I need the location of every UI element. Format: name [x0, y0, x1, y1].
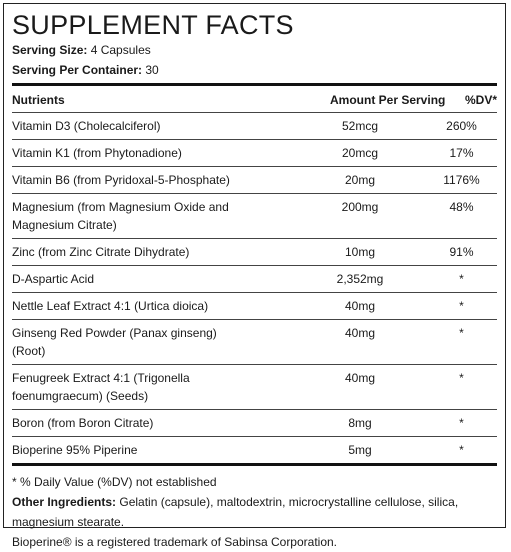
nutrient-cell: Bioperine 95% Piperine: [12, 441, 304, 459]
header-row: Nutrients Amount Per Serving %DV*: [12, 86, 497, 112]
nutrient-name: Vitamin D3 (Cholecalciferol): [12, 119, 161, 133]
header-cell: %DV*: [464, 93, 497, 107]
nutrient-name: Zinc (from Zinc Citrate Dihydrate): [12, 245, 190, 259]
daily-value: *: [459, 326, 464, 340]
nutrient-name: Magnesium (from Magnesium Oxide and Magn…: [12, 200, 229, 232]
daily-value: *: [459, 299, 464, 313]
nutrient-name: Nettle Leaf Extract 4:1 (Urtica dioica): [12, 299, 209, 313]
nutrient-row: Bioperine 95% Piperine 5mg *: [12, 436, 497, 463]
daily-value: *: [459, 443, 464, 457]
nutrient-row: Vitamin B6 (from Pyridoxal-5-Phosphate) 2…: [12, 166, 497, 193]
nutrient-table: Nutrients Amount Per Serving %DV* Vitami…: [12, 83, 497, 466]
amount: 200mg: [341, 200, 379, 214]
trademark: Bioperine® is a registered trademark of …: [12, 535, 338, 549]
daily-value: 1176%: [443, 173, 480, 187]
supplement-facts-panel: SUPPLEMENT FACTS Serving Size: 4 Capsule…: [3, 3, 506, 549]
nutrient-row: Ginseng Red Powder (Panax ginseng)(Root)…: [12, 319, 497, 364]
nutrient-row: Magnesium (from Magnesium Oxide and Magn…: [12, 193, 497, 238]
nutrient-cell: Magnesium (from Magnesium Oxide and Magn…: [12, 198, 304, 234]
title: SUPPLEMENT FACTS: [12, 10, 294, 40]
amount: 52mcg: [341, 119, 379, 133]
amount: 2,352mg: [336, 272, 384, 286]
amount: 10mg: [344, 245, 376, 259]
amount: 40mg: [344, 299, 376, 313]
label: Serving Size:: [12, 43, 88, 57]
nutrient-cell: D-Aspartic Acid: [12, 270, 304, 288]
nutrient-name: Vitamin B6 (from Pyridoxal-5-Phosphate): [12, 173, 230, 187]
servings-per-container: Serving Per Container: 30: [12, 60, 497, 80]
nutrient-row: Vitamin D3 (Cholecalciferol) 52mcg 260%: [12, 112, 497, 139]
label: Other Ingredients:: [12, 495, 117, 509]
header-cell: Nutrients: [12, 93, 65, 107]
daily-value: 17%: [449, 146, 474, 160]
nutrient-name: D-Aspartic Acid: [12, 272, 95, 286]
nutrient-cell: Zinc (from Zinc Citrate Dihydrate): [12, 243, 304, 261]
daily-value: 91%: [449, 245, 474, 259]
nutrient-cell: Ginseng Red Powder (Panax ginseng)(Root): [12, 324, 304, 360]
daily-value: 48%: [449, 200, 474, 214]
daily-value: *: [459, 272, 464, 286]
nutrient-cell: Boron (from Boron Citrate): [12, 414, 304, 432]
amount: 5mg: [348, 443, 372, 457]
nutrient-row: Fenugreek Extract 4:1 (Trigonella foenum…: [12, 364, 497, 409]
nutrient-name: Boron (from Boron Citrate): [12, 416, 154, 430]
nutrient-name: Ginseng Red Powder (Panax ginseng)(Root): [12, 326, 217, 358]
daily-value: 260%: [446, 119, 477, 133]
value: 4 Capsules: [90, 43, 151, 57]
amount: 40mg: [344, 326, 376, 340]
amount: 20mcg: [341, 146, 379, 160]
daily-value: *: [459, 371, 464, 385]
footer: * % Daily Value (%DV) not established Ot…: [12, 472, 497, 552]
nutrient-cell: Vitamin D3 (Cholecalciferol): [12, 117, 304, 135]
nutrient-name: Bioperine 95% Piperine: [12, 443, 138, 457]
nutrient-row: D-Aspartic Acid 2,352mg *: [12, 265, 497, 292]
footnote: * % Daily Value (%DV) not established: [12, 475, 217, 489]
serving-size: Serving Size: 4 Capsules: [12, 40, 497, 60]
amount: 20mg: [344, 173, 376, 187]
value: 30: [145, 63, 159, 77]
text: Gelatin (capsule), maltodextrin, microcr…: [12, 495, 459, 529]
other-ingredients: Other Ingredients: Gelatin (capsule), ma…: [12, 492, 497, 532]
nutrient-cell: Fenugreek Extract 4:1 (Trigonella foenum…: [12, 369, 304, 405]
nutrient-row: Vitamin K1 (from Phytonadione) 20mcg 17%: [12, 139, 497, 166]
nutrient-row: Boron (from Boron Citrate) 8mg *: [12, 409, 497, 436]
nutrient-name: Vitamin K1 (from Phytonadione): [12, 146, 182, 160]
nutrient-cell: Vitamin B6 (from Pyridoxal-5-Phosphate): [12, 171, 304, 189]
nutrient-cell: Vitamin K1 (from Phytonadione): [12, 144, 304, 162]
header-cell: Amount Per Serving: [330, 93, 446, 107]
amount: 40mg: [344, 371, 376, 385]
nutrient-row: Zinc (from Zinc Citrate Dihydrate) 10mg 91…: [12, 238, 497, 265]
daily-value: *: [459, 416, 464, 430]
nutrient-row: Nettle Leaf Extract 4:1 (Urtica dioica) 4…: [12, 292, 497, 319]
nutrient-name: Fenugreek Extract 4:1 (Trigonella foenum…: [12, 371, 190, 403]
amount: 8mg: [348, 416, 372, 430]
nutrient-cell: Nettle Leaf Extract 4:1 (Urtica dioica): [12, 297, 304, 315]
label: Serving Per Container:: [12, 63, 143, 77]
